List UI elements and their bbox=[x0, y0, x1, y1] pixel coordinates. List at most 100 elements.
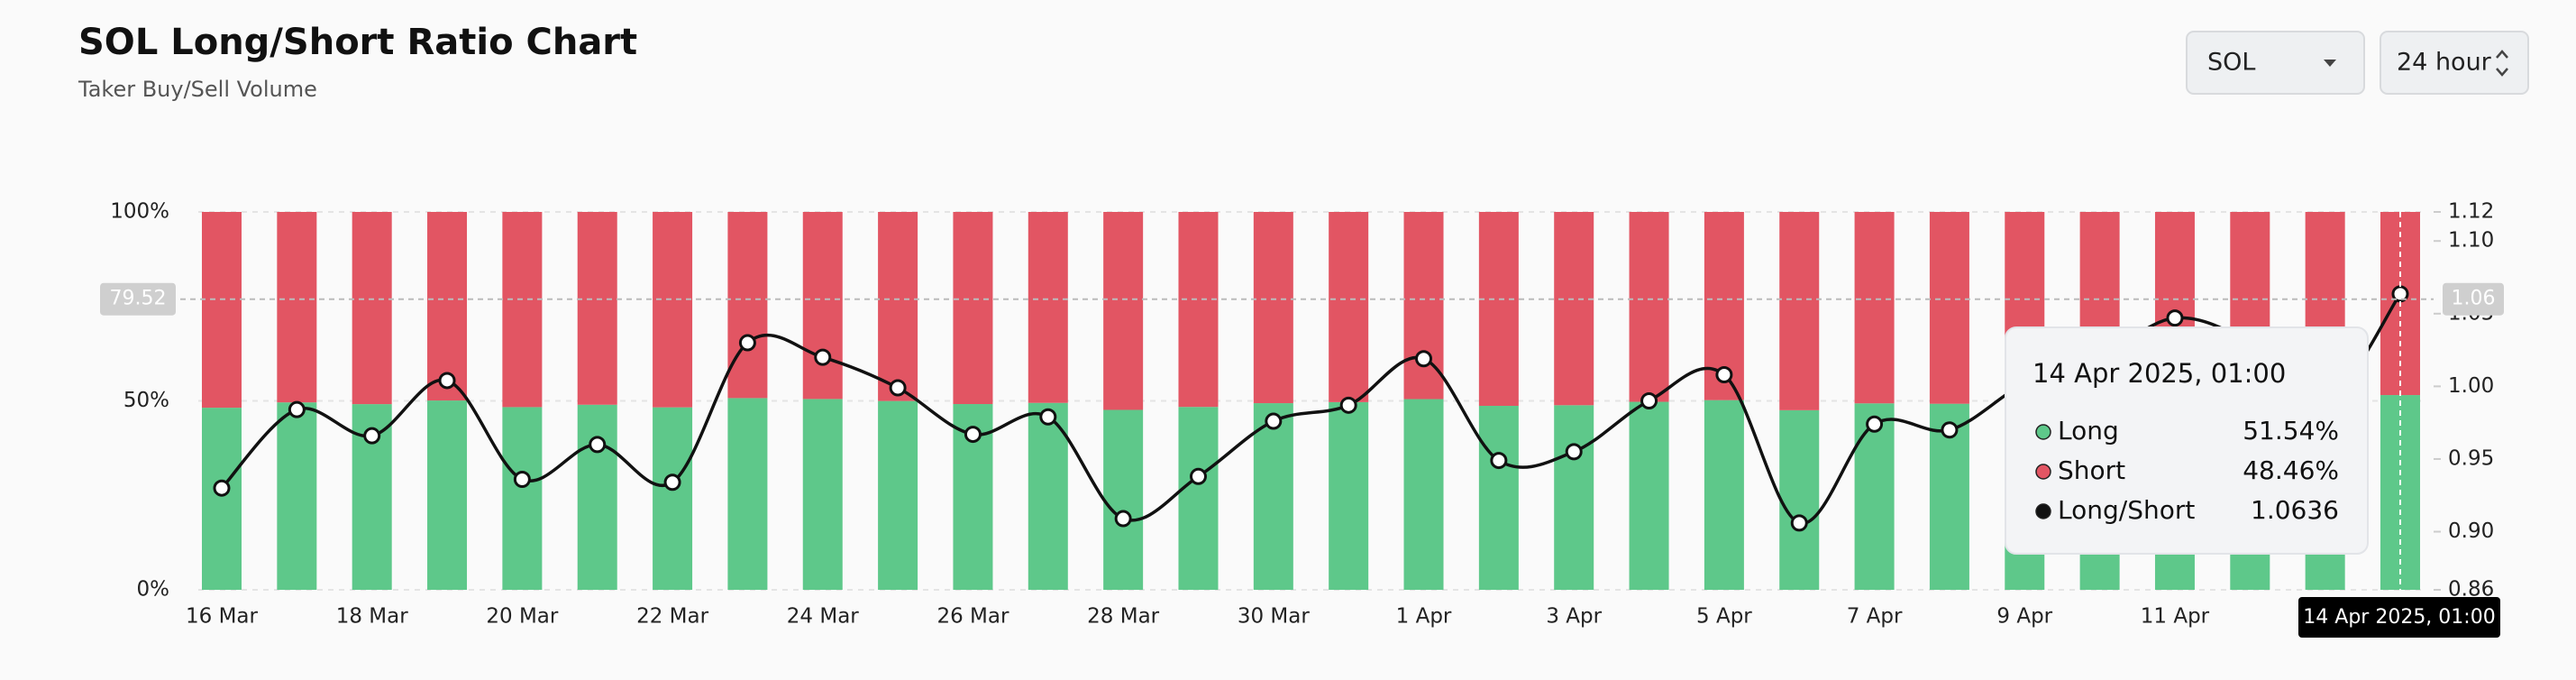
select-box[interactable] bbox=[2380, 31, 2529, 95]
tooltip-name: Short bbox=[2058, 455, 2125, 485]
y2-tick-label: 1.12 bbox=[2448, 200, 2494, 224]
ratio-point bbox=[589, 436, 607, 454]
x-tick-label: 9 Apr bbox=[1996, 605, 2052, 629]
tooltip-value: 1.0636 bbox=[2251, 495, 2339, 525]
bar-segment bbox=[878, 400, 918, 590]
ratio-point bbox=[1339, 396, 1357, 414]
bar-segment bbox=[502, 212, 543, 408]
bar-segment bbox=[802, 399, 843, 590]
y2-tick-label: 0.90 bbox=[2448, 519, 2494, 543]
bar-segment bbox=[1253, 212, 1293, 404]
ratio-point bbox=[1039, 408, 1057, 426]
x-tick-label: 28 Mar bbox=[1087, 605, 1160, 629]
select-value[interactable]: SOL bbox=[2207, 49, 2255, 77]
select-box[interactable] bbox=[2186, 31, 2365, 95]
bar-segment bbox=[427, 400, 468, 590]
ratio-point bbox=[1941, 421, 1959, 439]
bar-segment bbox=[1028, 212, 1068, 403]
x-tick-label: 24 Mar bbox=[787, 605, 860, 629]
bar-segment bbox=[427, 212, 468, 401]
crosshair-label: 1.06 bbox=[2452, 288, 2496, 310]
chart-title: SOL Long/Short Ratio Chart bbox=[78, 22, 637, 63]
bar-segment bbox=[953, 212, 993, 405]
interval-select[interactable]: 24 hour bbox=[2380, 31, 2529, 95]
x-tick-label: 26 Mar bbox=[936, 605, 1009, 629]
ratio-point bbox=[1565, 443, 1583, 461]
tooltip-box bbox=[2005, 326, 2369, 555]
x-crosshair-label: 14 Apr 2025, 01:00 bbox=[2303, 606, 2495, 629]
x-tick-label: 11 Apr bbox=[2141, 605, 2210, 629]
ratio-point bbox=[1415, 350, 1433, 368]
stepper-arrows bbox=[2496, 50, 2508, 77]
x-tick-label: 5 Apr bbox=[1696, 605, 1752, 629]
bar-segment bbox=[577, 404, 617, 590]
bar-segment bbox=[1854, 212, 1895, 404]
select-value[interactable]: 24 hour bbox=[2397, 49, 2492, 77]
bar-segment bbox=[1629, 212, 1669, 402]
bar-segment bbox=[1478, 212, 1519, 406]
x-tick-label: 7 Apr bbox=[1847, 605, 1903, 629]
ratio-point bbox=[438, 372, 456, 390]
bar-segment bbox=[802, 212, 843, 400]
x-crosshair-box bbox=[2298, 597, 2500, 638]
y-tick-label: 0% bbox=[137, 578, 170, 602]
bar-segment bbox=[277, 212, 317, 403]
ratio-point bbox=[1640, 392, 1658, 409]
bar-segment bbox=[1554, 212, 1594, 406]
bar-segment bbox=[653, 407, 693, 590]
bar-segment bbox=[1253, 403, 1293, 590]
ratio-point bbox=[663, 473, 681, 492]
bar-segment bbox=[1329, 212, 1369, 402]
ratio-point bbox=[213, 479, 231, 497]
ratio-point bbox=[1866, 415, 1884, 433]
legend-dot bbox=[2035, 424, 2051, 440]
y-tick-label: 50% bbox=[123, 389, 169, 412]
bar-segment bbox=[202, 408, 242, 590]
y2-tick-label: 1.10 bbox=[2448, 229, 2494, 253]
bar-segment bbox=[727, 212, 768, 399]
ratio-point bbox=[889, 379, 907, 397]
bar-segment bbox=[1028, 402, 1068, 590]
dropdown-arrow bbox=[2324, 60, 2336, 67]
symbol-select[interactable]: SOL bbox=[2186, 31, 2365, 95]
y2-tick-label: 0.95 bbox=[2448, 446, 2494, 470]
tooltip-name: Long/Short bbox=[2058, 495, 2195, 525]
bar-segment bbox=[577, 212, 617, 405]
chart-subtitle: Taker Buy/Sell Volume bbox=[78, 77, 317, 102]
legend-dot bbox=[2035, 503, 2051, 519]
bar-segment bbox=[1929, 212, 1969, 404]
ratio-point bbox=[513, 471, 531, 489]
bar-segment bbox=[1178, 212, 1219, 408]
crosshair-label: 79.52 bbox=[110, 288, 167, 310]
x-tick-label: 3 Apr bbox=[1546, 605, 1602, 629]
plot: 0%50%100%0.860.900.951.001.051.101.1216 … bbox=[100, 200, 2504, 638]
bar-segment bbox=[1854, 403, 1895, 590]
ratio-point bbox=[1265, 412, 1283, 430]
bar-segment bbox=[202, 212, 242, 409]
bar-segment bbox=[653, 212, 693, 408]
tooltip-value: 51.54% bbox=[2243, 416, 2339, 446]
bar-segment bbox=[1704, 400, 1744, 590]
y-tick-label: 100% bbox=[110, 200, 169, 224]
x-tick-label: 18 Mar bbox=[336, 605, 409, 629]
tooltip: 14 Apr 2025, 01:00 Long 51.54% Short 48.46%… bbox=[2005, 326, 2369, 555]
tooltip-value: 48.46% bbox=[2243, 455, 2339, 485]
x-tick-label: 20 Mar bbox=[486, 605, 559, 629]
x-tick-label: 1 Apr bbox=[1396, 605, 1452, 629]
x-tick-label: 22 Mar bbox=[636, 605, 709, 629]
ratio-point bbox=[738, 334, 756, 352]
ratio-point bbox=[1189, 467, 1207, 485]
crosshair-label-box bbox=[2443, 282, 2504, 316]
ratio-point bbox=[2166, 309, 2184, 327]
crosshair-label-box bbox=[100, 282, 176, 316]
bar-segment bbox=[878, 212, 918, 401]
ratio-point bbox=[288, 400, 306, 418]
bar-segment bbox=[277, 402, 317, 590]
tooltip-name: Long bbox=[2058, 416, 2119, 446]
ratio-point bbox=[1490, 452, 1508, 470]
bar-segment bbox=[352, 212, 392, 405]
bar-segment bbox=[1629, 401, 1669, 590]
bar-segment bbox=[1403, 399, 1444, 590]
ratio-point bbox=[1790, 514, 1808, 532]
